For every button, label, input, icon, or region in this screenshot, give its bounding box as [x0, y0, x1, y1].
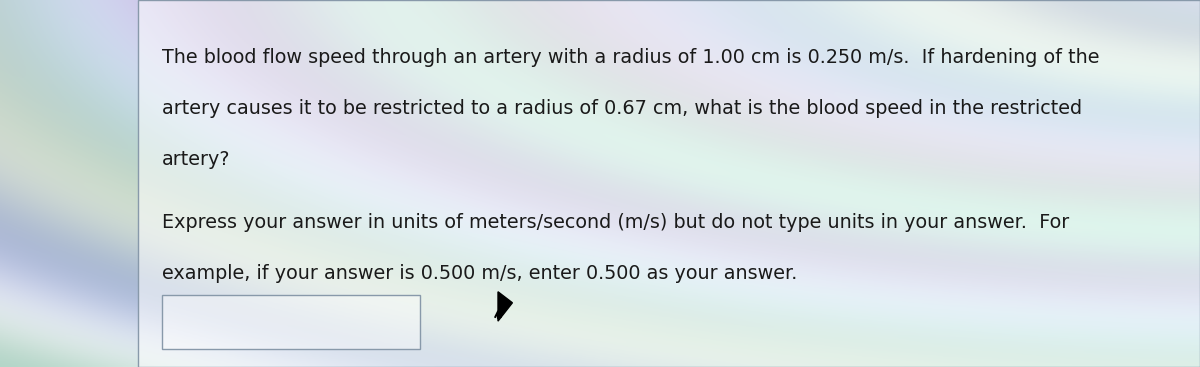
Bar: [162, 295, 420, 349]
Bar: [138, 0, 1200, 367]
Text: example, if your answer is 0.500 m/s, enter 0.500 as your answer.: example, if your answer is 0.500 m/s, en…: [162, 264, 797, 283]
Text: artery?: artery?: [162, 150, 230, 170]
Text: Express your answer in units of meters/second (m/s) but do not type units in you: Express your answer in units of meters/s…: [162, 213, 1069, 232]
Text: The blood flow speed through an artery with a radius of 1.00 cm is 0.250 m/s.  I: The blood flow speed through an artery w…: [162, 48, 1099, 67]
Polygon shape: [498, 292, 512, 321]
Text: artery causes it to be restricted to a radius of 0.67 cm, what is the blood spee: artery causes it to be restricted to a r…: [162, 99, 1082, 118]
